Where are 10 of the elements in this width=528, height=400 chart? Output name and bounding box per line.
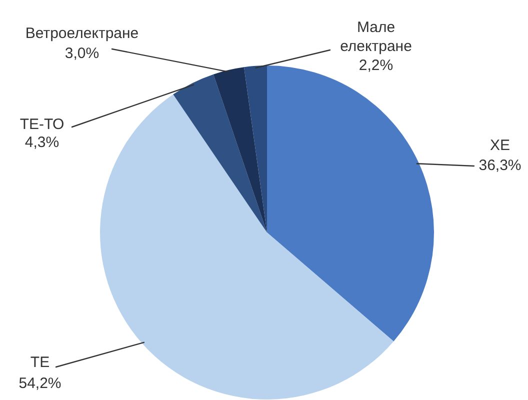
data-label: 54,2% [18, 375, 62, 392]
data-label: 2,2% [358, 57, 394, 74]
data-label: 36,3% [478, 157, 522, 174]
slice-label: ХЕ [490, 137, 510, 154]
slice-label: ТЕ-ТО [20, 116, 64, 133]
data-label: 4,3% [24, 134, 60, 151]
slice-label: Ветроелектране [25, 25, 139, 42]
data-label: 3,0% [64, 45, 100, 62]
slice-label: Мале електране [340, 19, 412, 55]
slice-label: ТЕ [30, 354, 50, 371]
